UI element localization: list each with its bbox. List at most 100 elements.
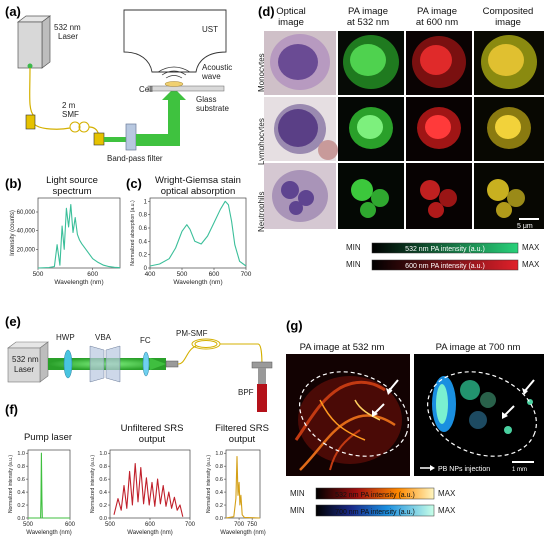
axes-frame bbox=[27, 449, 71, 519]
y-tick-label: 1.0 bbox=[215, 451, 223, 457]
g-title-700: PA image at 700 nm bbox=[436, 342, 521, 353]
panel-label-f: (f) bbox=[5, 402, 18, 417]
panel-b: (b) Light source spectrum 500 600 20,000 40… bbox=[5, 175, 121, 286]
svg-text:image: image bbox=[495, 17, 521, 28]
y-tick-label: 0.8 bbox=[17, 464, 25, 470]
panel-label-d: (d) bbox=[258, 4, 275, 19]
y-tick-label: 0.8 bbox=[215, 464, 223, 470]
svg-text:at 600 nm: at 600 nm bbox=[416, 17, 458, 28]
row-label-neutrophils: Neutrophils bbox=[257, 192, 266, 232]
cb600-min: MIN bbox=[346, 260, 361, 269]
scalebar-d bbox=[519, 218, 539, 220]
laser-source-icon bbox=[16, 15, 52, 69]
chart-f1-title: Pump laser bbox=[24, 432, 72, 443]
laser-box-e bbox=[7, 341, 49, 383]
y-tick-label: 0.2 bbox=[17, 503, 25, 509]
cbhot-label: 532 nm PA intensity (a.u.) bbox=[335, 492, 415, 499]
y-axis-label: Normalized intensity (a.u.) bbox=[8, 455, 14, 513]
x-axis-label: Wavelength (nm) bbox=[26, 530, 71, 536]
cbcool-min: MIN bbox=[290, 506, 305, 515]
cb532-min: MIN bbox=[346, 243, 361, 252]
x-tick-label: 750 bbox=[247, 522, 258, 528]
y-tick-label: 60,000 bbox=[17, 210, 36, 216]
y-tick-label: 0.2 bbox=[139, 253, 148, 259]
roi-outline-700 bbox=[427, 371, 537, 457]
chart-f-filtered: 700 750 0.0 0.2 0.4 0.6 0.8 1.0 Wavelength (nm) N… bbox=[206, 449, 266, 536]
panel-label-e: (e) bbox=[5, 314, 21, 329]
cbcool-label: 700 nm PA intensity (a.u.) bbox=[335, 509, 415, 516]
fc-label: FC bbox=[140, 336, 151, 345]
bpf-mount-icon bbox=[251, 361, 273, 369]
y-axis-label: Normalized intensity (a.u.) bbox=[206, 455, 212, 513]
bpf-output-icon bbox=[257, 384, 267, 412]
fiber-coupler-icon bbox=[25, 114, 36, 130]
vba-icon bbox=[89, 345, 105, 383]
x-axis-label: Wavelength (nm) bbox=[127, 530, 172, 536]
cbcool-max: MAX bbox=[438, 506, 456, 515]
x-tick-label: 600 bbox=[145, 522, 156, 528]
panel-label-a: (a) bbox=[5, 4, 21, 19]
y-tick-label: 0.6 bbox=[215, 477, 223, 483]
chart-c-title-2: optical absorption bbox=[161, 186, 235, 197]
y-tick-label: 0.0 bbox=[17, 516, 25, 522]
beam-arrow-icon bbox=[162, 88, 186, 100]
x-axis-label: Wavelength (nm) bbox=[173, 279, 222, 286]
scalebar-g bbox=[512, 461, 534, 463]
injection-label: PB NPs injection bbox=[438, 466, 490, 473]
x-tick-label: 600 bbox=[209, 271, 220, 278]
x-tick-label: 700 bbox=[185, 522, 196, 528]
col-header-pa600: PA image bbox=[417, 6, 457, 17]
svg-text:at 532 nm: at 532 nm bbox=[347, 17, 389, 28]
y-tick-label: 0.4 bbox=[215, 490, 223, 496]
chart-f2-title-1: Unfiltered SRS bbox=[121, 423, 184, 434]
cbhot-min: MIN bbox=[290, 489, 305, 498]
panel-label-g: (g) bbox=[286, 318, 303, 333]
cell-image-row-3: 5 μm bbox=[264, 163, 544, 230]
scalebar-d-label: 5 μm bbox=[517, 223, 533, 230]
chart-b-title-2: spectrum bbox=[52, 186, 91, 197]
y-tick-label: 0.0 bbox=[99, 516, 107, 522]
cb532-label: 532 nm PA intensity (a.u.) bbox=[405, 246, 485, 253]
x-tick-label: 500 bbox=[33, 271, 44, 278]
x-tick-label: 500 bbox=[23, 522, 34, 528]
panel-label-b: (b) bbox=[5, 176, 22, 191]
cell-image-row-1 bbox=[264, 31, 544, 95]
y-tick-label: 0 bbox=[144, 266, 148, 272]
panel-f: (f) Pump laser Unfiltered SRS output Fil… bbox=[5, 402, 269, 536]
x-tick-label: 600 bbox=[87, 271, 98, 278]
scalebar-g-label: 1 mm bbox=[512, 467, 527, 473]
y-tick-label: 0.2 bbox=[215, 503, 223, 509]
y-axis-label: Normalized intensity (a.u.) bbox=[90, 455, 96, 513]
band-pass-filter-icon bbox=[125, 123, 137, 151]
fc-lens-icon bbox=[142, 351, 150, 377]
y-tick-label: 1.0 bbox=[17, 451, 25, 457]
series-line bbox=[37, 203, 121, 269]
panel-label-c: (c) bbox=[126, 176, 142, 191]
ust-transducer-icon bbox=[123, 9, 227, 73]
x-tick-label: 500 bbox=[177, 271, 188, 278]
chart-c: 400 500 600 700 0 0.2 0.4 0.6 0.8 1 Wavelength (nm… bbox=[130, 197, 252, 286]
cell-icon bbox=[164, 81, 184, 87]
y-tick-label: 0.4 bbox=[99, 490, 107, 496]
panel-e: (e) 532 nm Laser HWP VBA FC PM-SMF BPF bbox=[5, 314, 273, 412]
cb600-label: 600 nm PA intensity (a.u.) bbox=[405, 263, 485, 270]
y-tick-label: 0.0 bbox=[215, 516, 223, 522]
ust-label: UST bbox=[202, 25, 218, 34]
acoustic-label: Acoustic bbox=[202, 63, 232, 72]
svg-text:SMF: SMF bbox=[62, 110, 79, 119]
glass-label: Glass bbox=[196, 95, 216, 104]
y-tick-label: 0.2 bbox=[99, 503, 107, 509]
series-line bbox=[113, 463, 184, 517]
g-title-532: PA image at 532 nm bbox=[300, 342, 385, 353]
x-tick-label: 600 bbox=[65, 522, 76, 528]
y-tick-label: 0.8 bbox=[139, 213, 148, 219]
col-header-composite: Composited bbox=[483, 6, 534, 17]
y-tick-label: 20,000 bbox=[17, 247, 36, 253]
cell-label: Cell bbox=[139, 85, 153, 94]
acoustic-wave-icon bbox=[157, 66, 191, 79]
green-beam bbox=[104, 137, 132, 142]
laser-e-label: 532 nm bbox=[12, 355, 39, 364]
svg-text:wave: wave bbox=[201, 72, 221, 81]
chart-f-pump: 500 600 0.0 0.2 0.4 0.6 0.8 1.0 Wavelength (nm) N… bbox=[8, 449, 76, 536]
